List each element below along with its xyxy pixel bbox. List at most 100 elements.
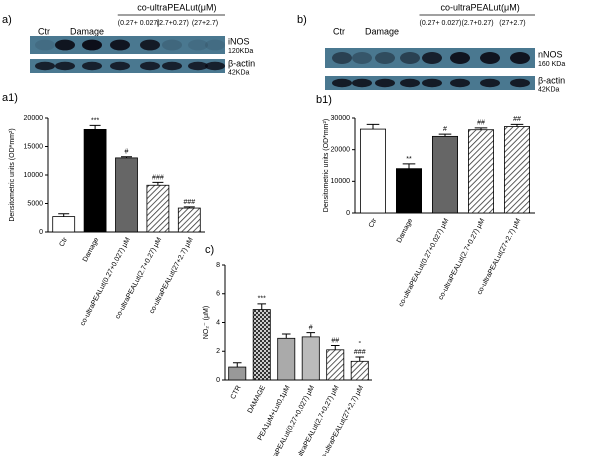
lane-group: Ctr	[38, 26, 50, 36]
error-bar	[183, 206, 195, 209]
y-tick-label: 30000	[331, 115, 351, 122]
annotation: **	[406, 156, 412, 163]
bar	[350, 360, 369, 381]
blot-band	[375, 52, 395, 64]
band-name: β-actin	[228, 58, 255, 68]
y-axis-label: Densitometric units (OD*mm²)	[9, 128, 16, 221]
annotation: #	[309, 324, 313, 331]
y-tick-label: 10000	[331, 178, 351, 185]
bar	[326, 349, 345, 381]
y-tick-label: 0	[346, 210, 350, 217]
bar	[252, 309, 271, 381]
error-bar	[306, 332, 316, 337]
error-bar	[366, 123, 380, 130]
bar	[115, 157, 138, 233]
band-size: 42KDa	[228, 70, 250, 77]
bar	[177, 207, 201, 233]
bar	[277, 337, 296, 381]
y-axis-label: NO₂⁻ (μM)	[203, 306, 210, 339]
annotation: °	[358, 340, 361, 348]
y-tick-label: 2	[216, 348, 220, 355]
panel-label: a)	[2, 14, 12, 26]
bar	[395, 168, 422, 214]
y-tick-label: 0	[216, 377, 220, 384]
bar	[83, 128, 107, 233]
annotation: ###	[152, 174, 164, 181]
blot-band	[140, 39, 160, 51]
error-bar	[232, 362, 242, 368]
band-name: nNOS	[538, 49, 563, 59]
y-tick-label: 15000	[24, 143, 44, 150]
dose-label: (27+2.7)	[499, 20, 525, 27]
blot-band	[188, 39, 208, 51]
y-tick-label: 5000	[27, 200, 43, 207]
annotation: #	[443, 126, 447, 133]
annotation: ##	[477, 120, 485, 127]
y-tick-label: 8	[216, 262, 220, 269]
blot-band	[352, 78, 372, 88]
annotation: ##	[513, 116, 521, 123]
dose-label: (2.7+0.27)	[157, 20, 189, 27]
lane-group: co-ultraPEALut(μM)	[137, 2, 216, 12]
error-bar	[402, 163, 416, 169]
x-tick-label: Damage	[396, 217, 415, 244]
error-bar	[89, 124, 101, 130]
annotation: ##	[331, 337, 339, 344]
y-axis-label: Densitometric units (OD*mm²)	[323, 119, 330, 212]
error-bar	[281, 333, 291, 339]
bar	[359, 128, 386, 214]
bar	[301, 336, 320, 381]
blot-band	[110, 39, 130, 51]
blot-band	[82, 61, 102, 71]
x-tick-label: CTR	[230, 385, 243, 401]
blot-band	[162, 39, 182, 51]
error-bar	[474, 127, 488, 130]
lane-group: Ctr	[333, 26, 345, 36]
blot-band	[110, 61, 130, 71]
blot-band	[332, 78, 352, 88]
band-name: β-actin	[538, 75, 565, 85]
blot-band	[422, 52, 442, 64]
error-bar	[257, 303, 267, 310]
x-tick-label: Ctr	[368, 217, 379, 229]
x-tick-label: DAMAGE	[247, 384, 268, 414]
error-bar	[355, 356, 365, 362]
x-tick-label: co-ultraPEALut(27+2,7) μM	[319, 384, 365, 456]
blot-band	[480, 52, 500, 64]
annotation: ###	[354, 349, 366, 356]
lane-group: Damage	[70, 26, 104, 36]
blot-band	[450, 78, 470, 88]
blot-band	[400, 78, 420, 88]
blot-band	[188, 61, 208, 71]
band-name: iNOS	[228, 37, 250, 47]
dose-label: (27+2.7)	[192, 20, 218, 27]
dose-label: (0.27+ 0.027)	[118, 20, 160, 27]
bar	[228, 366, 247, 381]
dose-label: (2.7+0.27)	[462, 20, 494, 27]
blot-band	[510, 78, 530, 88]
blot-band	[55, 61, 75, 71]
annotation: ###	[183, 199, 195, 206]
annotation: ***	[258, 296, 266, 303]
blot-band	[510, 52, 530, 64]
blot-band	[332, 52, 352, 64]
blot-band	[352, 52, 372, 64]
blot-band	[140, 61, 160, 71]
x-tick-label: Ctr	[59, 236, 70, 248]
y-tick-label: 4	[216, 319, 220, 326]
y-tick-label: 20000	[24, 115, 44, 122]
panel-label: a1)	[2, 92, 18, 104]
band-size: 42KDa	[538, 87, 560, 94]
y-tick-label: 6	[216, 291, 220, 298]
blot-band	[55, 39, 75, 51]
blot-band	[422, 78, 442, 88]
band-size: 120KDa	[228, 48, 253, 55]
bar	[431, 135, 458, 214]
blot-band	[82, 39, 102, 51]
dose-label: (0.27+ 0.027)	[420, 20, 462, 27]
x-tick-label: Damage	[82, 236, 101, 263]
blot-band	[450, 52, 470, 64]
error-bar	[152, 181, 164, 186]
bar	[52, 216, 76, 233]
